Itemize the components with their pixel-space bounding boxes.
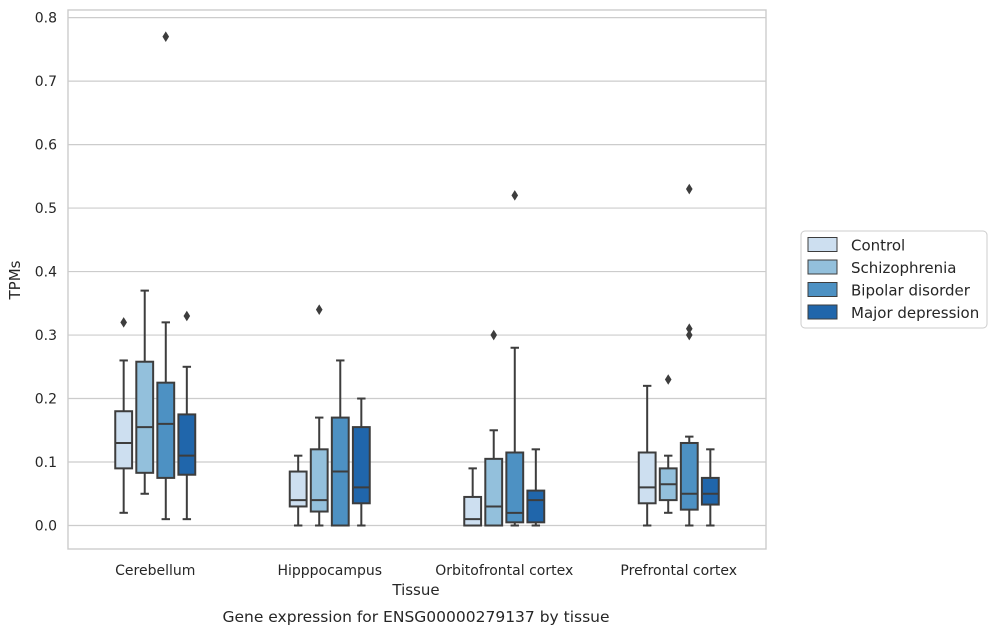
outlier-point [315,304,323,315]
outlier-point [685,323,693,334]
y-tick-label: 0.8 [35,11,57,27]
legend-swatch [807,304,838,320]
y-tick-label: 0.7 [35,74,57,90]
box-cerebellum [114,317,134,514]
legend: Control Schizophrenia Bipolar disorder Majo… [800,230,988,329]
box-orbitofrontal-cortex [484,329,504,527]
box-cerebellum [177,310,197,521]
iqr-box [288,470,308,508]
outlier-point [162,31,170,42]
box-hipppocampus [309,304,329,527]
iqr-box [156,381,176,479]
series-major-depression [177,310,720,527]
box-prefrontal-cortex [679,183,699,527]
chart-caption: Gene expression for ENSG00000279137 by t… [222,608,609,626]
y-tick-label: 0.5 [35,201,57,217]
y-tick-label: 0.0 [35,519,57,535]
outlier-point [685,329,693,341]
outlier-point [664,374,672,385]
box-hipppocampus [330,359,350,527]
box-prefrontal-cortex [637,384,657,527]
iqr-box [526,489,546,524]
x-tick-label: Cerebellum [115,563,195,579]
legend-swatch [807,259,838,275]
iqr-box [700,476,720,506]
iqr-box [484,457,504,527]
box-orbitofrontal-cortex [505,190,525,527]
legend-swatch [807,237,838,252]
iqr-box [351,426,371,505]
x-tick-label: Orbitofrontal cortex [435,563,573,579]
outlier-point [490,329,498,341]
x-tick-label: Hipppocampus [277,563,382,579]
box-orbitofrontal-cortex [463,467,483,527]
series-bipolar-disorder [156,31,699,527]
y-tick-label: 0.4 [35,265,57,281]
outlier-point [183,310,191,322]
plot-series [114,31,720,527]
box-orbitofrontal-cortex [526,448,546,527]
box-hipppocampus [351,397,371,527]
outlier-point [120,317,127,328]
legend-frame [800,230,988,329]
x-tick-label: Prefrontal cortex [620,563,737,579]
iqr-box [505,451,525,524]
iqr-box [114,410,134,470]
series-schizophrenia [135,289,678,527]
legend-items: Control Schizophrenia Bipolar disorder Majo… [807,237,979,322]
legend-label: Major depression [851,304,979,322]
y-tick-label: 0.6 [35,138,57,154]
box-cerebellum [135,289,155,495]
box-hipppocampus [288,454,308,527]
outlier-point [685,183,693,195]
outlier-point [511,190,519,201]
x-axis-title: Tissue [391,581,439,599]
iqr-box [177,413,197,476]
box-prefrontal-cortex [700,448,720,527]
box-prefrontal-cortex [658,374,678,514]
legend-swatch [807,282,838,297]
iqr-box [463,495,483,527]
x-tick-labels: Cerebellum Hipppocampus Orbitofrontal cort… [115,563,737,579]
legend-label: Schizophrenia [851,259,956,277]
y-tick-label: 0.3 [35,328,57,344]
y-tick-label: 0.2 [35,392,57,408]
legend-label: Bipolar disorder [851,282,971,300]
y-axis-title: TPMs [6,260,24,300]
plot-area-frame [67,9,767,550]
iqr-box [135,360,155,474]
y-tick-labels: 0.0 0.1 0.2 0.3 0.4 0.5 0.6 0.7 0.8 [35,11,57,535]
legend-label: Control [851,237,905,255]
iqr-box [637,451,657,505]
iqr-box [679,441,699,511]
y-tick-label: 0.1 [35,455,57,471]
iqr-box [309,448,329,513]
series-control [114,317,657,527]
box-cerebellum [156,31,176,521]
